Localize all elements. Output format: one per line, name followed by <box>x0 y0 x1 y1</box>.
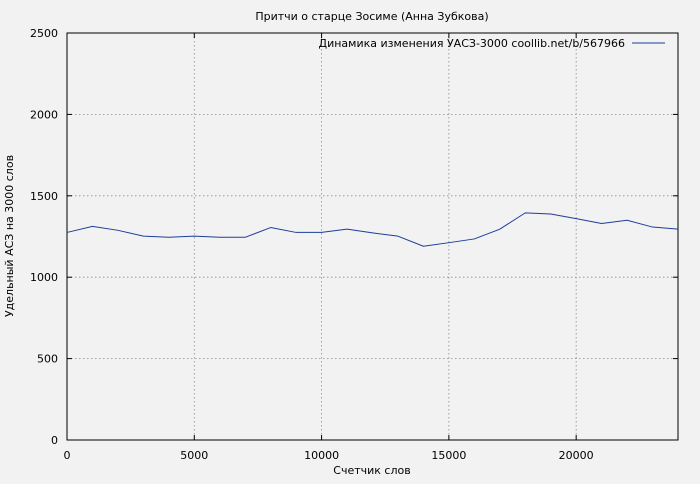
y-tick-label: 500 <box>37 353 58 366</box>
y-tick-label: 2500 <box>30 27 58 40</box>
x-axis-label: Счетчик слов <box>333 464 410 477</box>
y-tick-label: 0 <box>51 434 58 447</box>
x-tick-label: 0 <box>64 449 71 462</box>
axes: 0 5000 10000 15000 20000 0 500 1000 1500 2000 2500 <box>30 27 679 462</box>
x-tick-label: 10000 <box>304 449 339 462</box>
legend: Динамика изменения УАСЗ-3000 coollib.net… <box>319 37 665 50</box>
y-tick-label: 2000 <box>30 108 58 121</box>
y-tick-label: 1000 <box>30 271 58 284</box>
series-line <box>66 212 679 247</box>
chart-title: Притчи о старце Зосиме (Анна Зубкова) <box>255 10 488 23</box>
x-tick-label: 15000 <box>431 449 466 462</box>
y-axis-label: Удельный АСЗ на 3000 слов <box>3 155 16 317</box>
x-tick-label: 20000 <box>559 449 594 462</box>
y-tick-label: 1500 <box>30 190 58 203</box>
legend-label: Динамика изменения УАСЗ-3000 coollib.net… <box>319 37 626 50</box>
grid <box>67 33 678 440</box>
x-tick-label: 5000 <box>180 449 208 462</box>
series-layer <box>66 212 679 247</box>
plot-frame <box>66 32 679 441</box>
